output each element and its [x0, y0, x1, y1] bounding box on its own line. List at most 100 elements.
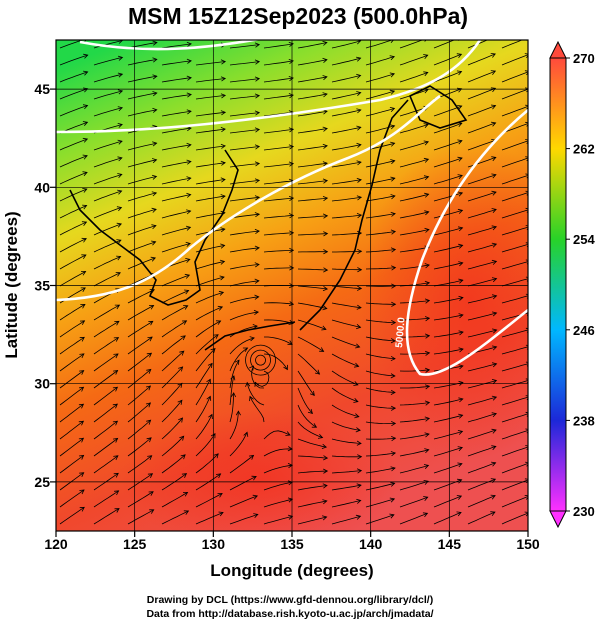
streamline-arrow: [456, 495, 463, 500]
streamline-arrow: [254, 144, 261, 150]
streamline-arrow: [317, 434, 324, 439]
x-tick-label: 145: [438, 536, 462, 552]
streamline: [195, 145, 226, 151]
streamline: [264, 336, 293, 345]
streamline: [263, 319, 294, 324]
streamline: [297, 180, 328, 185]
streamline-arrow: [234, 359, 240, 365]
streamline: [229, 129, 260, 134]
streamline-arrow: [490, 87, 497, 93]
streamline-arrow: [148, 320, 154, 326]
streamline: [195, 396, 211, 423]
warm-region-east: [360, 140, 528, 460]
streamline-arrow: [390, 405, 397, 411]
streamline: [229, 476, 257, 491]
streamline: [467, 478, 496, 491]
streamline: [263, 232, 294, 236]
streamline: [467, 243, 497, 253]
streamline-arrow: [186, 58, 192, 64]
streamline-arrow: [391, 436, 397, 442]
streamline-arrow: [152, 74, 158, 80]
colorbar: 230 238 246 254 262 270: [549, 40, 595, 529]
streamline-arrow: [323, 267, 329, 273]
streamline-arrow: [152, 91, 158, 97]
streamline: [229, 337, 255, 355]
streamline-arrow: [181, 320, 188, 325]
streamline-arrow: [185, 258, 191, 263]
streamline-arrow: [525, 259, 528, 265]
streamline-arrow: [390, 389, 396, 395]
streamline: [400, 317, 430, 321]
wind-streamlines: [59, 40, 528, 525]
y-tick-label: 40: [34, 179, 50, 195]
streamline-arrow: [322, 126, 328, 132]
streamline: [161, 110, 192, 117]
streamline: [297, 76, 327, 83]
streamline: [331, 268, 362, 271]
streamline-arrow: [112, 403, 118, 409]
streamline: [433, 244, 463, 253]
streamline-arrow: [219, 275, 225, 281]
streamline: [399, 229, 429, 236]
streamline: [399, 176, 429, 185]
streamline-arrow: [82, 121, 89, 126]
streamline-arrow: [458, 278, 464, 284]
streamline: [399, 141, 429, 151]
streamline: [161, 290, 189, 304]
streamline: [331, 484, 362, 491]
streamline-arrow: [424, 333, 431, 339]
streamline: [93, 455, 119, 474]
streamline-arrow: [254, 178, 261, 184]
streamline-arrow: [321, 515, 328, 521]
streamline: [127, 142, 157, 151]
streamline-arrow: [356, 468, 363, 474]
streamline-arrow: [525, 293, 528, 299]
streamline-arrow: [322, 109, 328, 115]
streamline: [433, 447, 463, 457]
streamline: [161, 320, 187, 338]
streamline-arrow: [182, 491, 189, 497]
streamline-arrow: [185, 225, 192, 231]
streamline: [229, 360, 240, 389]
streamline-arrow: [117, 89, 124, 95]
streamline-arrow: [230, 375, 236, 381]
streamline: [195, 95, 226, 100]
streamline-arrow: [457, 462, 463, 468]
streamline-arrow: [424, 280, 431, 286]
streamline: [331, 438, 362, 444]
streamline-arrow: [151, 207, 157, 213]
streamline: [229, 375, 235, 406]
streamline-arrow: [357, 285, 363, 291]
streamline: [331, 404, 359, 418]
streamline: [229, 230, 260, 236]
streamline: [501, 226, 528, 236]
streamline-arrow: [115, 272, 121, 277]
streamline-arrow: [220, 243, 226, 249]
streamline: [331, 421, 361, 431]
streamline-arrow: [391, 421, 397, 427]
streamline-arrow: [389, 513, 395, 519]
streamline-arrow: [289, 247, 295, 253]
streamline: [263, 302, 294, 305]
streamline-arrow: [390, 373, 396, 379]
streamline: [263, 60, 294, 66]
streamline: [501, 71, 528, 83]
contour-line-4: [405, 109, 528, 376]
streamline: [161, 161, 191, 168]
streamline-arrow: [424, 350, 431, 356]
streamline: [433, 40, 456, 49]
streamline-arrow: [249, 336, 255, 342]
streamline: [127, 402, 151, 423]
streamline-arrow: [213, 334, 219, 339]
streamline-arrow: [389, 107, 396, 112]
streamline: [501, 140, 528, 151]
streamline: [127, 352, 152, 372]
streamline-arrow: [423, 496, 429, 501]
streamline: [433, 495, 462, 508]
streamline: [59, 105, 88, 117]
streamline-arrow: [423, 123, 429, 128]
streamline-arrow: [525, 242, 528, 248]
streamline: [467, 209, 497, 219]
streamline-arrow: [149, 509, 155, 514]
credit-line-2: Data from http://database.rish.kyoto-u.a…: [146, 608, 433, 620]
